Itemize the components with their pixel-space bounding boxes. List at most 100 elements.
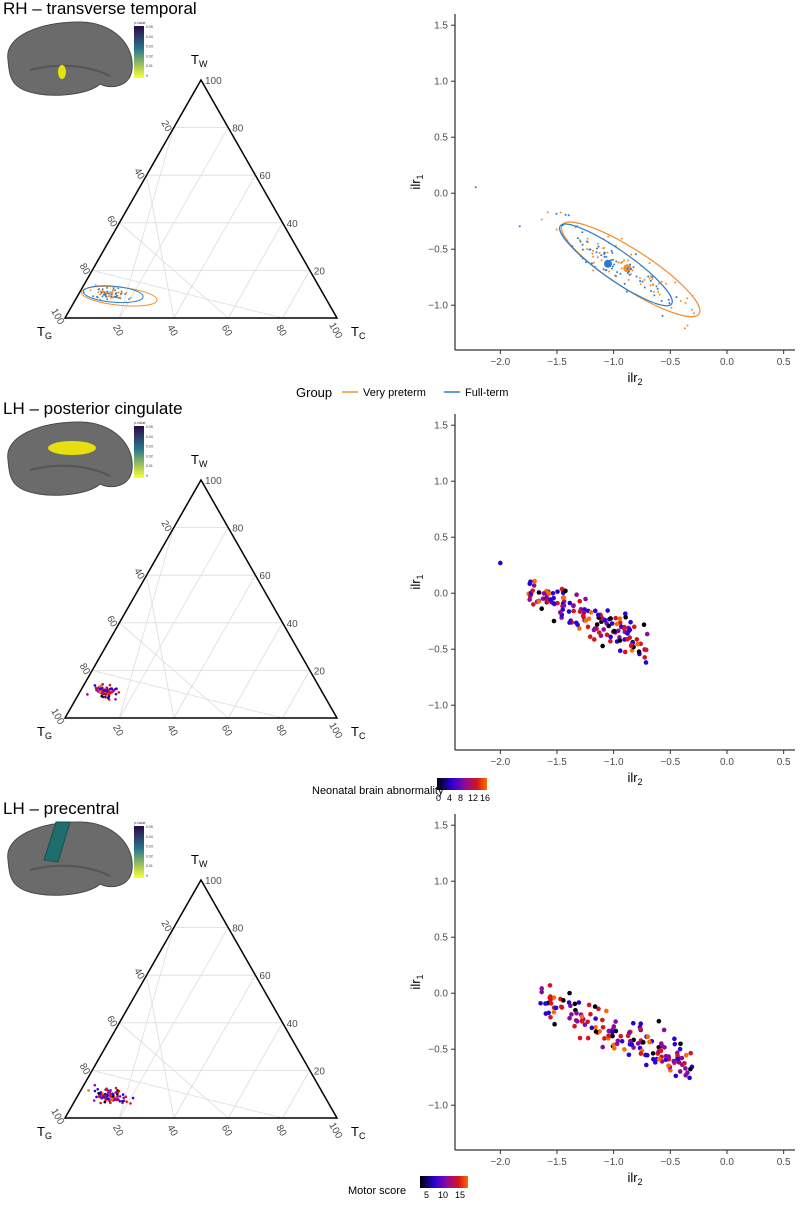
ilr-point: [606, 1033, 611, 1038]
panel-3: p-value0.050.040.030.020.010201002040804…: [7, 814, 795, 1187]
brain-surface: [7, 21, 133, 96]
ternary-vertex-top: TW: [191, 452, 208, 469]
ilr-point: [572, 1001, 578, 1007]
ilr-scatter-1: −2.0 −1.5 −1.0 −0.5 0.0 0.5 1.5 1.0 0.5 0.0 −0.5 −1…: [408, 14, 795, 387]
ternary-left-tick: 20: [158, 919, 173, 935]
ternary-point: [109, 1092, 113, 1096]
ternary-point: [92, 1099, 96, 1102]
x-tick-label: −0.5: [660, 1157, 680, 1168]
ilr-point: [649, 275, 652, 278]
ilr-point: [586, 1002, 592, 1008]
panels: p-value0.050.040.030.020.010201002040804…: [7, 14, 795, 1187]
ilr-point: [625, 636, 630, 642]
ilr-point: [643, 286, 646, 289]
ternary-point: [114, 692, 118, 696]
brain-sulcus: [29, 64, 111, 77]
highlighted-region: [48, 441, 96, 455]
ilr-point: [639, 280, 642, 283]
ilr-point: [588, 1011, 593, 1017]
ternary-point: [99, 1095, 102, 1099]
ilr-point: [641, 622, 647, 628]
abnormality-legend: Neonatal brain abnormality 0 4 8 12 16: [312, 778, 490, 803]
pvalue-tick: 0.02: [146, 54, 153, 58]
pvalue-colorbar: [134, 826, 144, 878]
ilr-point: [685, 1070, 690, 1076]
ilr-point: [626, 1052, 632, 1058]
ellipse-full-term: [558, 223, 673, 307]
ternary-bottom-tick: 60: [219, 723, 234, 739]
x-axis-label: ilr2: [627, 1170, 642, 1187]
ternary-point: [117, 291, 120, 294]
ilr-point: [675, 296, 678, 299]
y-tick-label: 0.5: [434, 133, 448, 144]
ternary-point: [93, 1089, 97, 1093]
ilr-point: [575, 622, 580, 628]
ilr-point: [642, 655, 648, 660]
panel-title-1: RH – transverse temporal: [3, 0, 197, 18]
ternary-right-tick: 40: [287, 1019, 299, 1030]
ternary-right-tick: 80: [232, 924, 244, 935]
pvalue-tick: 0.05: [146, 25, 153, 29]
vertex-sub: C: [359, 331, 366, 341]
ternary-bottom-tick: 20: [110, 323, 125, 339]
ternary-point: [117, 1098, 120, 1101]
ilr-point: [594, 622, 600, 627]
ternary-vertex-left: TG: [37, 324, 52, 341]
ternary-point: [129, 296, 132, 299]
ternary-grid-line: [227, 222, 283, 319]
ternary-point: [101, 289, 104, 292]
ternary-point: [114, 1091, 117, 1094]
ilr-point: [551, 995, 557, 1000]
ternary-grid-line: [92, 270, 283, 319]
ternary-border: [63, 78, 339, 319]
y-tick-label: −0.5: [428, 245, 448, 256]
ternary-left-tick: 100: [48, 707, 66, 727]
x-tick-label: 0.5: [777, 757, 791, 768]
ilr-point: [665, 282, 668, 285]
ternary-left-tick: 20: [158, 519, 173, 535]
ilr-point: [645, 1052, 650, 1058]
x-tick-label: −0.5: [660, 757, 680, 768]
ternary-grid-line: [146, 575, 175, 719]
ilr-point: [566, 1000, 572, 1005]
ternary-point: [113, 1097, 117, 1101]
ilr-point: [591, 252, 594, 255]
ternary-point: [105, 689, 109, 693]
ilr-point: [651, 276, 654, 279]
ilr-point: [572, 1023, 577, 1029]
ternary-point: [94, 284, 97, 287]
ilr-point: [623, 282, 626, 285]
ternary-point: [112, 287, 115, 290]
ilr-point: [581, 248, 584, 251]
x-tick-label: −1.0: [604, 357, 624, 368]
ternary-bottom-tick: 100: [326, 321, 344, 341]
ternary-right-tick: 80: [232, 524, 244, 535]
ternary-grid-line: [282, 270, 311, 319]
ilr-point: [651, 283, 654, 286]
ilr-point: [611, 251, 614, 254]
ilr-point: [543, 1001, 548, 1006]
x-tick-label: −1.5: [547, 757, 567, 768]
abnormality-legend-title: Neonatal brain abnormality: [312, 785, 444, 797]
ternary-point: [113, 295, 116, 298]
highlighted-region: [43, 821, 71, 863]
ilr-point: [584, 261, 587, 264]
ilr-point: [588, 610, 594, 615]
ternary-grid-line: [227, 1022, 283, 1119]
ilr-point: [630, 253, 633, 256]
ilr-point: [617, 616, 623, 621]
ilr-point: [688, 1050, 694, 1056]
ilr-point: [692, 312, 695, 315]
ilr-point: [671, 1058, 677, 1064]
ilr-point: [604, 632, 610, 638]
ilr-point: [553, 1005, 559, 1011]
abn-tick-3: 12: [468, 793, 478, 803]
ternary-point: [128, 298, 130, 300]
x-tick-label: −1.5: [547, 1157, 567, 1168]
ilr-point: [611, 1042, 617, 1048]
ilr-point: [639, 282, 642, 285]
ilr-point: [629, 263, 632, 266]
ilr-point: [600, 1017, 605, 1023]
y-axis-label-sub: 1: [415, 974, 425, 979]
ilr-point: [552, 1021, 557, 1027]
